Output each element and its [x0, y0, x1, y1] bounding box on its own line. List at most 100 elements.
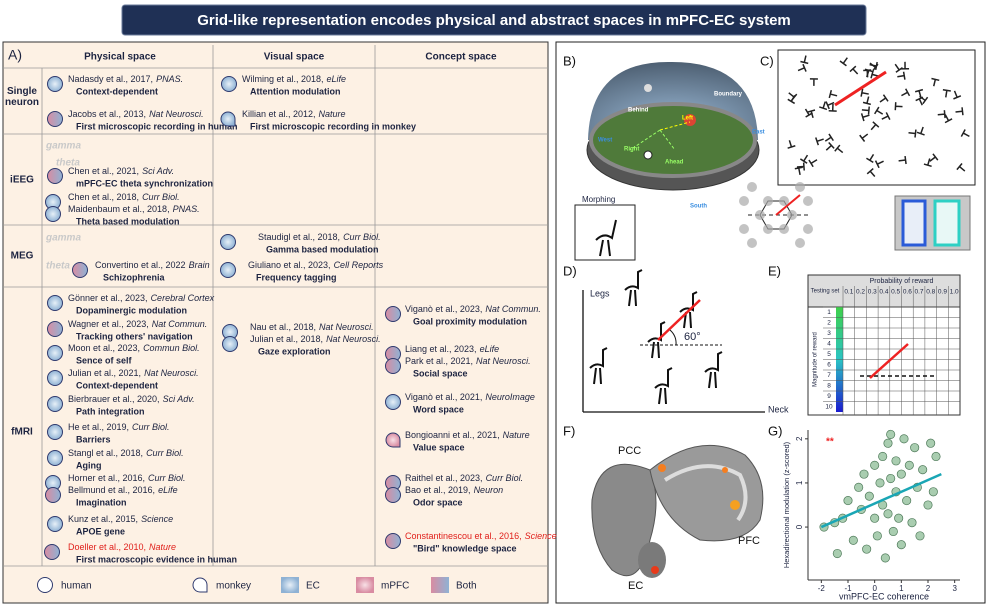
source-icon — [47, 168, 63, 184]
scatter-point — [872, 531, 882, 541]
t-shape — [866, 168, 876, 177]
t-shape — [898, 155, 907, 165]
t-shape — [794, 166, 803, 176]
panel-label: G) — [768, 423, 782, 438]
t-shape — [861, 106, 870, 115]
citation-authors: Bao et al., 2019, — [405, 485, 471, 495]
region-label: PFC — [738, 535, 760, 547]
dome-label: South — [690, 204, 707, 210]
citation-authors: Killian et al., 2012, — [242, 109, 316, 119]
finding-label: First macroscopic evidence in human — [76, 554, 237, 564]
probability-label: 0.9 — [938, 289, 947, 296]
citation: Bellmund et al., 2016, eLife — [68, 485, 178, 495]
probability-label: 0.2 — [856, 289, 865, 296]
grid-node — [795, 182, 805, 192]
y-tick-label: 2 — [795, 436, 804, 441]
panel-g-axes — [807, 430, 960, 581]
scatter-point — [899, 434, 909, 444]
band-label: gamma — [45, 141, 81, 152]
citation: Wagner et al., 2023, Nat Commun. — [68, 319, 207, 329]
citation: Bongioanni et al., 2021, Nature — [405, 430, 530, 440]
magnitude-label: 5 — [827, 351, 831, 358]
t-shape — [804, 108, 813, 118]
citation-authors: Viganò et al., 2023, — [405, 304, 482, 314]
citation: Nadasdy et al., 2017, PNAS. — [68, 74, 183, 84]
finding-label: Gamma based modulation — [266, 244, 379, 254]
t-shape — [897, 71, 906, 80]
title: Grid-like representation encodes physica… — [197, 12, 791, 29]
column-header: Visual space — [264, 52, 325, 63]
citation-journal: PNAS. — [156, 74, 183, 84]
citation-authors: Bellmund et al., 2016, — [68, 485, 155, 495]
probability-label: 0.5 — [891, 289, 900, 296]
citation-authors: Bongioanni et al., 2021, — [405, 430, 500, 440]
finding-label: Sence of self — [76, 355, 133, 365]
citation: Kunz et al., 2015, Science — [68, 514, 173, 524]
t-shape — [860, 113, 870, 122]
scatter-point — [880, 553, 890, 563]
table-header — [807, 274, 961, 308]
legend-icon — [431, 577, 449, 593]
citation-journal: Science — [141, 514, 173, 524]
grid-node — [763, 196, 773, 206]
citation: Julian et al., 2021, Nat Neurosci. — [68, 368, 199, 378]
t-shape — [874, 160, 884, 169]
finding-label: Word space — [413, 404, 464, 414]
finding-label: Aging — [76, 460, 102, 470]
probability-label: 0.3 — [868, 289, 877, 296]
y-axis-label: Hexadirectional modulation (z-scored) — [782, 441, 791, 568]
band-label: theta — [46, 261, 70, 272]
citation: Horner et al., 2016, Curr Biol. — [68, 473, 186, 483]
source-icon — [47, 295, 63, 311]
red-arrow — [657, 299, 701, 341]
probability-label: 1.0 — [950, 289, 959, 296]
scatter-point — [883, 438, 893, 448]
x-tick-label: -2 — [818, 584, 826, 593]
t-shape — [901, 61, 910, 70]
source-icon — [47, 516, 63, 532]
t-shape — [800, 55, 809, 65]
citation-journal: Curr Biol. — [148, 473, 186, 483]
panel-label: C) — [760, 53, 774, 68]
citation: He et al., 2019, Curr Biol. — [68, 422, 170, 432]
t-shape — [929, 153, 939, 162]
citation: Viganò et al., 2023, Nat Commun. — [405, 304, 541, 314]
angle-arc — [669, 329, 677, 346]
scatter-point — [870, 513, 880, 523]
citation-authors: Nau et al., 2018, — [250, 322, 316, 332]
probability-label: 0.1 — [844, 289, 853, 296]
t-shape — [796, 162, 805, 171]
scatter-point — [896, 540, 906, 550]
magnitude-label: 3 — [827, 330, 831, 337]
citation-journal: PNAS. — [173, 204, 200, 214]
y-tick-label: 1 — [795, 480, 804, 485]
citation-journal: Nature — [319, 109, 346, 119]
citation: Chen et al., 2021, Sci Adv. — [68, 166, 174, 176]
finding-label: Context-dependent — [76, 86, 158, 96]
t-shape — [839, 57, 848, 67]
finding-label: Theta based modulation — [76, 216, 180, 226]
source-icon — [47, 321, 63, 337]
t-shape — [956, 163, 966, 172]
significance-label: ** — [826, 437, 834, 448]
magnitude-label: 10 — [825, 403, 833, 410]
finding-label: Context-dependent — [76, 380, 158, 390]
source-icon — [47, 450, 63, 466]
dome-label: West — [598, 138, 612, 144]
bird — [654, 367, 673, 405]
grid-node — [763, 224, 773, 234]
scatter-point — [923, 500, 933, 510]
source-icon — [47, 396, 63, 412]
source-icon — [47, 370, 63, 386]
angle-label: 60° — [684, 331, 701, 343]
t-shape — [799, 154, 809, 164]
axis-label: Neck — [768, 404, 789, 414]
bird — [704, 351, 723, 389]
bird — [647, 321, 666, 359]
legend-icon — [281, 577, 299, 593]
citation-authors: Kunz et al., 2015, — [68, 514, 138, 524]
citation-journal: Nat Commun. — [152, 319, 208, 329]
source-icon — [222, 336, 238, 352]
finding-label: Value space — [413, 442, 465, 452]
birds — [589, 269, 723, 405]
